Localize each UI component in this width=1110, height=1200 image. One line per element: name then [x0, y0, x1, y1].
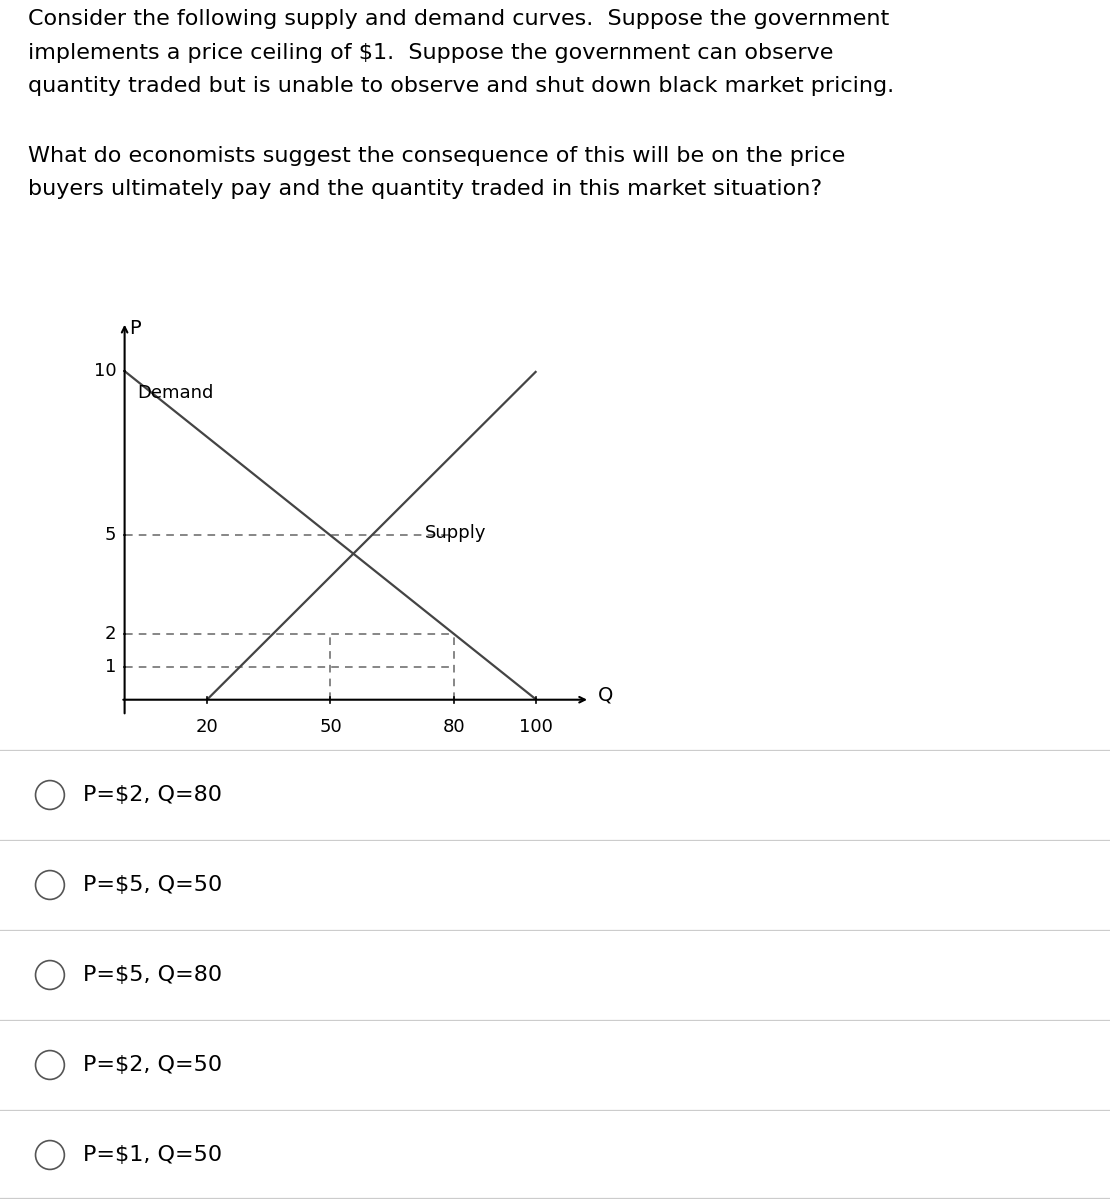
- Text: P=$5, Q=80: P=$5, Q=80: [83, 965, 222, 985]
- Text: 1: 1: [105, 658, 117, 676]
- Text: implements a price ceiling of $1.  Suppose the government can observe: implements a price ceiling of $1. Suppos…: [28, 43, 834, 62]
- Text: P=$2, Q=80: P=$2, Q=80: [83, 785, 222, 805]
- Text: 50: 50: [319, 718, 342, 736]
- Text: Demand: Demand: [137, 384, 213, 402]
- Text: P=$5, Q=50: P=$5, Q=50: [83, 875, 222, 895]
- Text: Q: Q: [598, 685, 614, 704]
- Text: 100: 100: [519, 718, 553, 736]
- Text: quantity traded but is unable to observe and shut down black market pricing.: quantity traded but is unable to observe…: [28, 77, 894, 96]
- Text: Supply: Supply: [425, 524, 486, 542]
- Text: 2: 2: [104, 625, 117, 643]
- Text: What do economists suggest the consequence of this will be on the price: What do economists suggest the consequen…: [28, 145, 845, 166]
- Text: Consider the following supply and demand curves.  Suppose the government: Consider the following supply and demand…: [28, 8, 889, 29]
- Text: 20: 20: [195, 718, 219, 736]
- Text: 10: 10: [93, 362, 117, 380]
- Text: buyers ultimately pay and the quantity traded in this market situation?: buyers ultimately pay and the quantity t…: [28, 179, 821, 199]
- Text: P: P: [130, 318, 141, 337]
- Text: P=$1, Q=50: P=$1, Q=50: [83, 1145, 222, 1165]
- Text: P=$2, Q=50: P=$2, Q=50: [83, 1055, 222, 1075]
- Text: 80: 80: [443, 718, 465, 736]
- Text: 5: 5: [104, 527, 117, 545]
